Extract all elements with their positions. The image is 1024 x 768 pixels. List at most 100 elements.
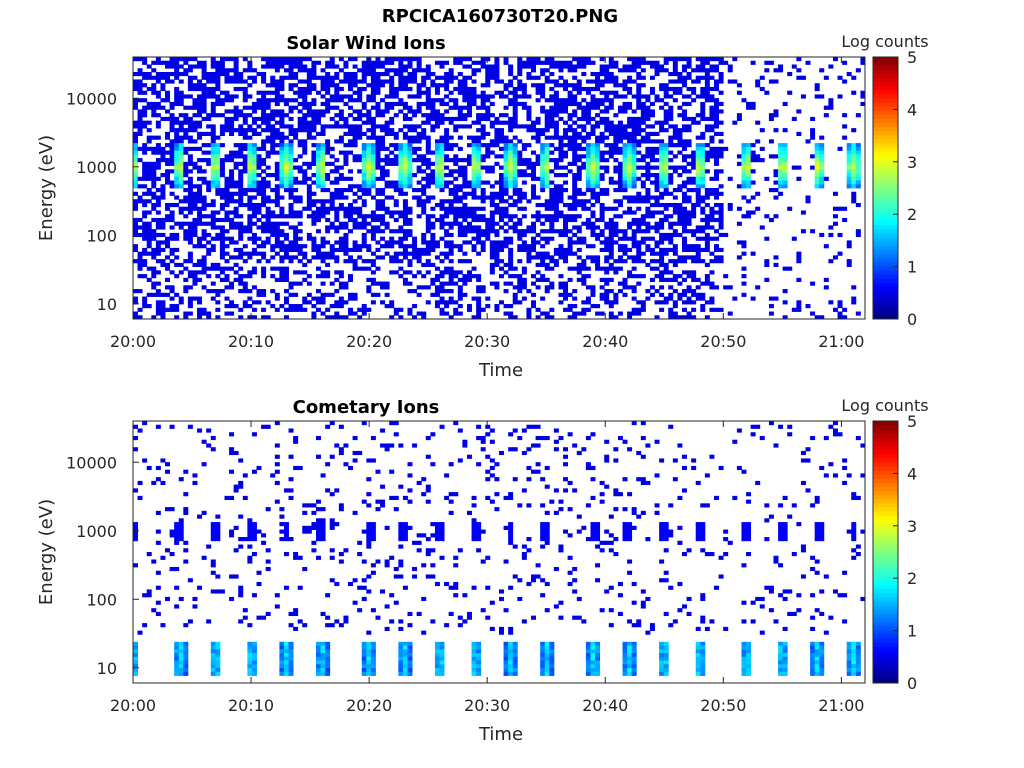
data-cell (233, 191, 239, 196)
data-cell (398, 165, 404, 170)
data-cell (512, 173, 518, 178)
data-cell (178, 221, 184, 226)
data-cell (576, 225, 582, 230)
data-cell (604, 236, 610, 241)
data-cell (389, 150, 395, 155)
data-cell (631, 240, 637, 245)
data-cell (627, 161, 633, 166)
data-cell (357, 169, 363, 174)
data-cell (700, 236, 706, 241)
data-cell (695, 180, 701, 185)
data-cell (430, 128, 436, 133)
data-cell (714, 195, 719, 200)
data-cell (576, 143, 582, 148)
data-cell (187, 146, 193, 151)
data-cell (283, 169, 289, 174)
data-cell (380, 281, 386, 286)
data-cell (142, 83, 148, 88)
data-cell (219, 161, 225, 166)
data-cell (174, 202, 180, 208)
data-cell (695, 64, 701, 69)
data-cell (457, 259, 463, 264)
data-cell (293, 307, 299, 312)
data-cell (151, 150, 157, 155)
data-cell (329, 98, 335, 103)
data-cell (466, 210, 472, 215)
data-cell (485, 225, 491, 230)
data-cell (599, 120, 605, 125)
data-cell (714, 255, 719, 260)
data-cell (320, 83, 326, 88)
data-cell (370, 128, 376, 133)
data-cell (357, 266, 363, 271)
data-cell (535, 217, 541, 223)
data-cell (595, 71, 601, 77)
data-cell (265, 105, 271, 110)
data-cell (288, 68, 294, 73)
data-cell (229, 158, 235, 163)
data-cell (251, 184, 257, 189)
data-cell (613, 206, 619, 211)
data-cell (645, 146, 651, 151)
data-cell (183, 161, 189, 166)
data-cell (320, 270, 326, 275)
data-cell (151, 229, 157, 234)
data-cell (663, 300, 669, 305)
data-cell (549, 109, 555, 114)
data-cell (599, 232, 605, 238)
data-cell (421, 236, 427, 241)
data-cell (142, 161, 148, 166)
data-cell (480, 214, 486, 219)
data-cell (503, 135, 509, 140)
data-cell (178, 57, 184, 62)
data-cell (640, 139, 646, 144)
data-cell (215, 79, 221, 84)
data-cell (604, 71, 610, 77)
data-cell (512, 143, 518, 148)
data-cell (636, 105, 642, 110)
data-cell (485, 116, 491, 122)
data-cell (201, 214, 207, 219)
data-cell (659, 240, 665, 245)
data-cell (402, 244, 408, 249)
data-cell (434, 300, 440, 305)
data-cell (261, 169, 267, 174)
data-cell (274, 195, 280, 200)
data-cell (471, 217, 477, 223)
data-cell (457, 165, 463, 170)
data-cell (471, 90, 477, 95)
data-cell (251, 109, 257, 114)
data-cell (192, 206, 198, 211)
data-cell (663, 154, 669, 159)
data-cell (316, 217, 321, 223)
data-cell (384, 158, 390, 163)
data-cell (316, 169, 321, 174)
data-cell (348, 124, 353, 129)
data-cell (503, 158, 509, 163)
data-cell (384, 244, 390, 249)
data-cell (494, 285, 500, 290)
data-cell (224, 304, 230, 309)
data-cell (306, 161, 312, 166)
data-cell (558, 274, 564, 279)
data-cell (361, 217, 367, 223)
data-cell (361, 202, 367, 208)
data-cell (645, 176, 651, 181)
data-cell (714, 176, 719, 181)
data-cell (476, 217, 482, 223)
data-cell (174, 292, 180, 297)
data-cell (137, 255, 143, 260)
data-cell (320, 68, 326, 73)
data-cell (402, 161, 408, 166)
data-cell (659, 247, 665, 253)
data-cell (558, 150, 564, 155)
data-cell (361, 120, 367, 125)
data-cell (544, 262, 550, 267)
data-cell (283, 251, 289, 256)
data-cell (288, 307, 294, 312)
data-cell (251, 307, 257, 312)
data-cell (631, 229, 637, 234)
data-cell (334, 289, 340, 294)
data-cell (238, 79, 244, 84)
data-cell (709, 259, 715, 264)
